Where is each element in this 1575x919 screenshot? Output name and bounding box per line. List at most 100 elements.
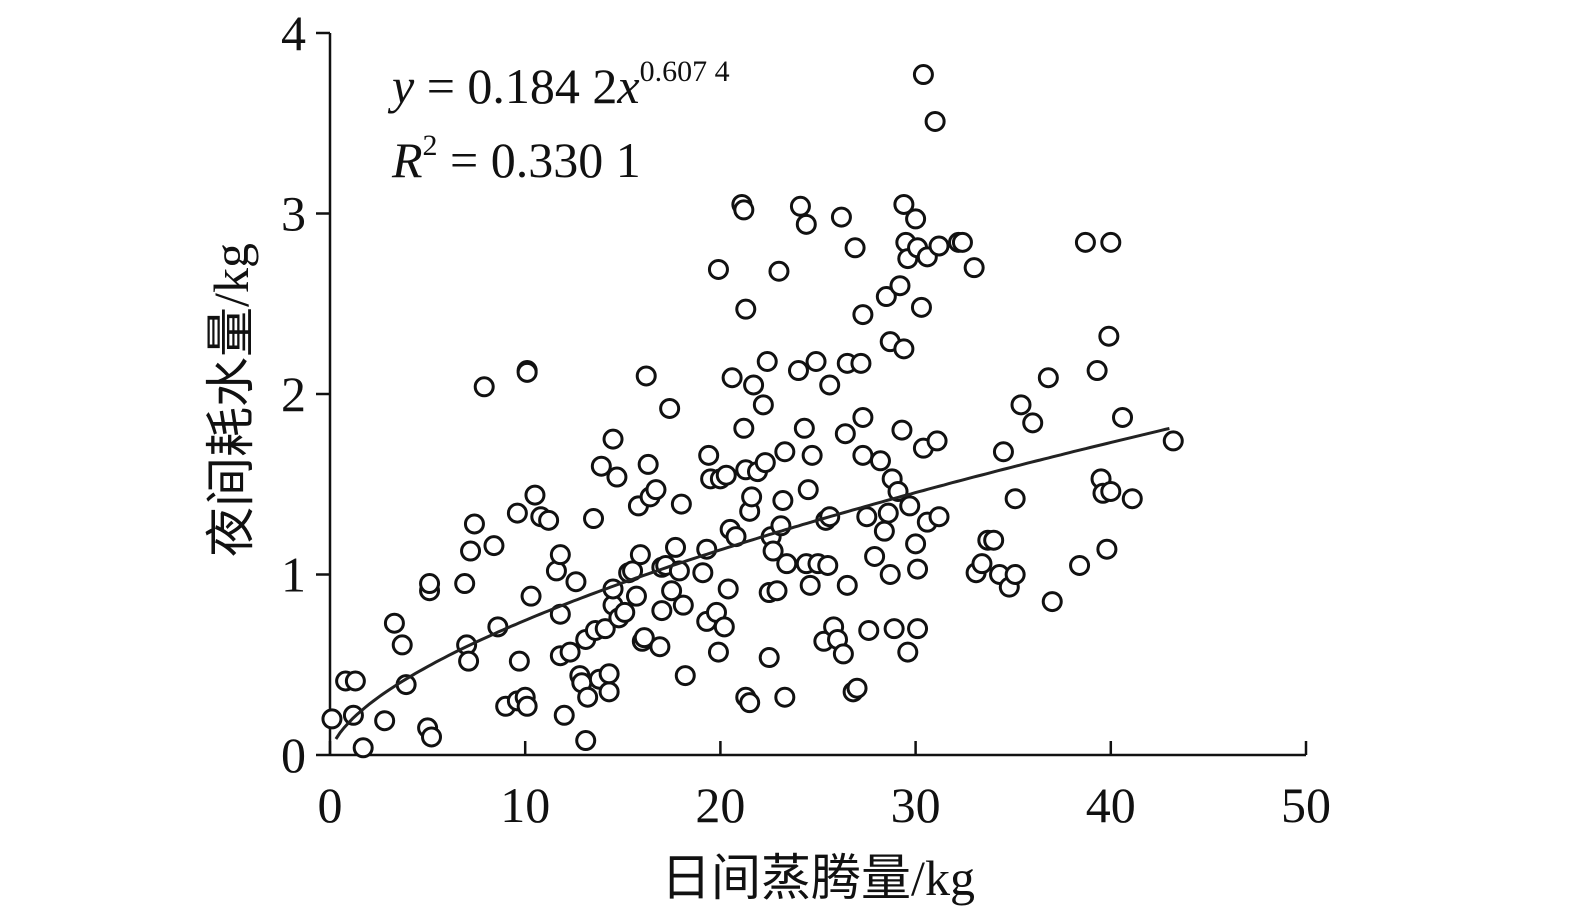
data-point — [951, 231, 973, 253]
data-point — [692, 562, 714, 584]
data-point — [713, 616, 735, 638]
data-point — [852, 304, 874, 326]
data-point — [577, 686, 599, 708]
data-point — [1098, 325, 1120, 347]
data-point — [508, 650, 530, 672]
data-point — [850, 352, 872, 374]
data-point — [928, 506, 950, 528]
data-point — [924, 110, 946, 132]
data-point — [889, 275, 911, 297]
data-point — [869, 450, 891, 472]
data-point — [575, 730, 597, 752]
data-point — [805, 351, 827, 373]
data-point — [625, 585, 647, 607]
data-point — [735, 298, 757, 320]
data-point — [458, 650, 480, 672]
data-point — [707, 641, 729, 663]
x-tick-label: 0 — [318, 777, 343, 833]
data-point — [344, 670, 366, 692]
data-point — [762, 540, 784, 562]
data-point — [602, 428, 624, 450]
data-point — [1022, 412, 1044, 434]
data-point — [1004, 488, 1026, 510]
data-point — [971, 553, 993, 575]
data-point — [516, 695, 538, 717]
data-point — [538, 509, 560, 531]
data-point — [649, 636, 671, 658]
data-point — [844, 237, 866, 259]
data-point — [852, 444, 874, 466]
data-point — [635, 365, 657, 387]
data-point — [897, 641, 919, 663]
y-tick-label: 1 — [281, 547, 306, 603]
data-point — [483, 535, 505, 557]
data-point — [754, 452, 776, 474]
data-point — [846, 677, 868, 699]
data-point — [752, 394, 774, 416]
data-point — [463, 513, 485, 535]
y-tick-label: 0 — [281, 727, 306, 783]
data-point — [799, 574, 821, 596]
data-point — [733, 199, 755, 221]
data-point — [583, 508, 605, 530]
data-point — [877, 502, 899, 524]
data-point — [614, 601, 636, 623]
data-point — [565, 571, 587, 593]
data-point — [661, 580, 683, 602]
data-point — [1010, 394, 1032, 416]
data-point — [321, 708, 343, 730]
data-point — [707, 258, 729, 280]
data-point — [674, 665, 696, 687]
data-point — [774, 441, 796, 463]
y-tick-label: 3 — [281, 186, 306, 242]
data-point — [905, 533, 927, 555]
data-point — [1096, 538, 1118, 560]
axes — [316, 31, 1308, 757]
data-point — [766, 580, 788, 602]
fit-curve — [334, 427, 1170, 740]
data-point — [834, 423, 856, 445]
data-point — [733, 417, 755, 439]
data-point — [721, 367, 743, 389]
data-point — [899, 495, 921, 517]
data-point — [836, 574, 858, 596]
data-point — [1121, 488, 1143, 510]
data-point — [852, 406, 874, 428]
data-point — [910, 296, 932, 318]
data-point — [1162, 430, 1184, 452]
data-point — [801, 444, 823, 466]
y-axis-label: 夜间耗水量/kg — [203, 243, 259, 557]
x-tick-label: 10 — [500, 777, 550, 833]
data-point — [524, 484, 546, 506]
data-point — [633, 627, 655, 649]
data-point — [454, 573, 476, 595]
data-point — [645, 479, 667, 501]
data-point — [758, 647, 780, 669]
data-point — [819, 374, 841, 396]
r-squared-annotation: R2 = 0.330 1 — [391, 129, 641, 188]
data-point — [549, 544, 571, 566]
data-point — [672, 594, 694, 616]
data-point — [659, 397, 681, 419]
data-point — [460, 540, 482, 562]
data-point — [928, 235, 950, 257]
data-point — [1037, 367, 1059, 389]
data-point — [629, 544, 651, 566]
data-point — [891, 419, 913, 441]
data-point — [797, 479, 819, 501]
y-tick-label: 4 — [281, 5, 306, 61]
data-point — [743, 374, 765, 396]
data-point — [473, 376, 495, 398]
data-point — [506, 502, 528, 524]
data-point — [893, 193, 915, 215]
data-point — [879, 564, 901, 585]
data-point — [992, 441, 1014, 463]
data-point — [893, 338, 915, 360]
data-point — [590, 455, 612, 477]
data-point — [1004, 564, 1026, 585]
data-point — [776, 553, 798, 575]
data-point — [883, 618, 905, 640]
data-point — [963, 257, 985, 279]
data-point — [756, 351, 778, 373]
